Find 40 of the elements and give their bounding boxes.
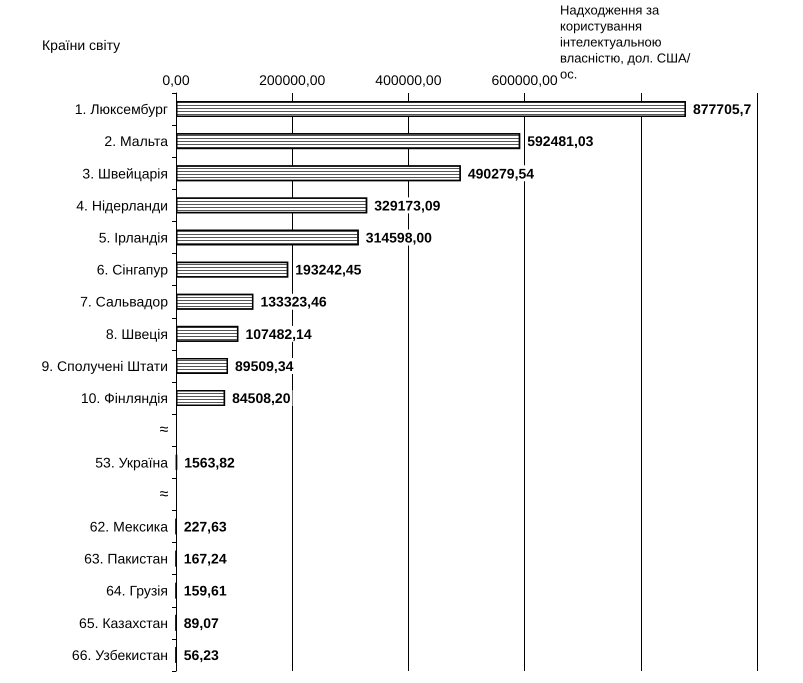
data-label: 133323,46 xyxy=(260,294,327,310)
data-label: 159,61 xyxy=(184,582,227,599)
y-tick-label: 63. Пакистан xyxy=(84,550,168,567)
data-label: 227,63 xyxy=(184,518,227,534)
y-tick-label: 66. Узбекистан xyxy=(72,646,168,663)
data-label: 877705,7 xyxy=(692,101,752,118)
y-tick-label: 65. Казахстан xyxy=(79,614,168,631)
data-label: 56,23 xyxy=(184,646,220,663)
y-tick-label: 5. Ірландія xyxy=(98,230,168,246)
y-tick-label: 53. Україна xyxy=(95,454,168,470)
data-label: 314598,00 xyxy=(366,230,432,246)
data-label: 592481,03 xyxy=(527,133,594,150)
data-label: 1563,82 xyxy=(184,454,236,470)
y-tick-label: 64. Грузія xyxy=(106,582,168,599)
data-label: 89,07 xyxy=(184,614,220,631)
data-label: 89509,34 xyxy=(235,358,294,374)
y-tick-label: 2. Мальта xyxy=(104,133,168,150)
y-tick-label: 9. Сполучені Штати xyxy=(41,358,168,374)
x-axis-title: Надходження за користування інтелектуальною власністю, дол. США/ос. xyxy=(560,2,691,82)
x-tick-label: 0,00 xyxy=(162,72,190,88)
text: ≈ xyxy=(160,486,169,503)
y-axis-title: Країни світу xyxy=(42,37,120,53)
x-tick-label: 600000,00 xyxy=(492,72,558,88)
y-tick-label: 6. Сінгапур xyxy=(96,262,168,278)
data-label: 490279,54 xyxy=(468,165,534,182)
data-label: 84508,20 xyxy=(232,390,291,406)
y-tick-label: 7. Сальвадор xyxy=(80,294,168,310)
x-tick-label: 400000,00 xyxy=(375,72,442,88)
data-label: 107482,14 xyxy=(245,326,312,342)
data-label: 329173,09 xyxy=(374,197,441,214)
data-label: 193242,45 xyxy=(295,262,362,278)
y-tick-label: 10. Фінляндія xyxy=(80,390,168,406)
text: ≈ xyxy=(160,422,169,439)
y-tick-label: 4. Нідерланди xyxy=(76,197,168,214)
y-tick-label: 8. Швеція xyxy=(106,326,168,342)
data-label: 167,24 xyxy=(184,550,227,567)
y-tick-label: 3. Швейцарія xyxy=(82,165,168,182)
x-tick-label: 200000,00 xyxy=(259,72,326,88)
y-tick-label: 1. Люксембург xyxy=(74,101,168,118)
y-tick-label: 62. Мексика xyxy=(90,518,168,534)
